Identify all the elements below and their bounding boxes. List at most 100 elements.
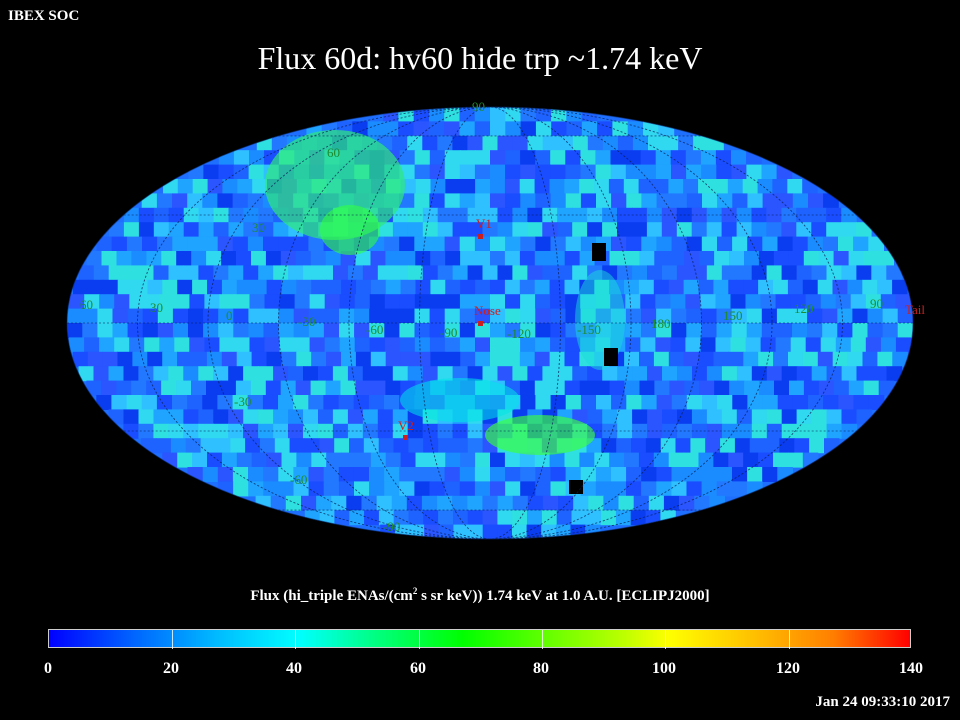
flux-pixel bbox=[751, 423, 768, 439]
flux-pixel bbox=[385, 279, 402, 295]
flux-pixel bbox=[706, 366, 723, 382]
flux-pixel bbox=[670, 337, 686, 353]
flux-pixel bbox=[686, 308, 702, 324]
flux-pixel bbox=[662, 409, 678, 425]
flux-pixel bbox=[713, 351, 729, 367]
flux-pixel bbox=[892, 279, 908, 295]
flux-pixel bbox=[218, 164, 235, 180]
flux-pixel bbox=[706, 207, 723, 223]
flux-pixel bbox=[715, 150, 732, 166]
flux-pixel bbox=[520, 337, 536, 353]
flux-pixel bbox=[612, 121, 629, 137]
flux-pixel bbox=[624, 452, 640, 468]
flux-pixel bbox=[601, 510, 617, 526]
flux-pixel bbox=[444, 107, 461, 122]
flux-pixel bbox=[656, 323, 672, 338]
flux-pixel bbox=[826, 265, 843, 281]
flux-pixel bbox=[82, 323, 98, 338]
flux-pixel bbox=[248, 164, 265, 180]
flux-pixel bbox=[520, 107, 537, 122]
flux-pixel bbox=[474, 107, 491, 122]
flux-pixel bbox=[323, 323, 340, 338]
flux-pixel bbox=[519, 179, 536, 194]
flux-pixel bbox=[542, 135, 559, 151]
colorbar-tick bbox=[295, 630, 296, 649]
flux-pixel bbox=[586, 510, 602, 526]
flux-pixel bbox=[729, 251, 745, 266]
flux-pixel bbox=[611, 236, 627, 252]
flux-pixel bbox=[467, 510, 484, 526]
flux-pixel bbox=[580, 150, 597, 166]
flux-pixel bbox=[399, 150, 416, 166]
flux-pixel bbox=[850, 337, 867, 353]
flux-pixel bbox=[474, 121, 491, 137]
flux-pixel bbox=[296, 279, 312, 295]
flux-pixel bbox=[731, 164, 748, 180]
flux-pixel bbox=[811, 409, 828, 425]
flux-pixel bbox=[541, 510, 558, 526]
flux-pixel bbox=[323, 308, 340, 324]
flux-pixel bbox=[370, 452, 387, 468]
flux-pixel bbox=[671, 164, 687, 180]
flux-pixel bbox=[168, 222, 185, 238]
flux-pixel bbox=[183, 423, 199, 439]
flux-pixel bbox=[609, 380, 626, 396]
flux-pixel bbox=[235, 380, 252, 396]
flux-pixel bbox=[625, 150, 642, 166]
flux-pixel bbox=[764, 438, 780, 454]
flux-pixel bbox=[131, 251, 147, 266]
flux-pixel bbox=[856, 409, 873, 425]
flux-pixel bbox=[249, 294, 266, 310]
flux-pixel bbox=[384, 323, 400, 338]
lon-label-1: 30 bbox=[150, 300, 163, 315]
flux-pixel bbox=[759, 380, 775, 396]
flux-pixel bbox=[761, 323, 778, 338]
flux-pixel bbox=[609, 251, 625, 266]
flux-pixel bbox=[708, 135, 724, 151]
flux-pixel bbox=[258, 366, 274, 382]
flux-pixel bbox=[127, 308, 144, 324]
flux-pixel bbox=[653, 279, 670, 295]
flux-pixel bbox=[474, 481, 491, 497]
flux-pixel bbox=[177, 279, 193, 295]
flux-pixel bbox=[482, 524, 498, 539]
flux-pixel bbox=[602, 423, 618, 439]
flux-pixel bbox=[766, 423, 783, 439]
flux-pixel bbox=[96, 236, 113, 252]
flux-pixel bbox=[706, 423, 723, 439]
flux-pixel bbox=[730, 294, 747, 310]
flux-pixel bbox=[678, 135, 694, 151]
flux-pixel bbox=[452, 265, 469, 281]
marker-v2-dot bbox=[403, 435, 408, 440]
flux-pixel bbox=[258, 409, 274, 425]
flux-pixel bbox=[610, 481, 627, 497]
flux-pixel bbox=[159, 294, 175, 310]
flux-pixel bbox=[638, 279, 655, 295]
flux-pixel bbox=[245, 438, 261, 454]
flux-pixel bbox=[602, 222, 618, 238]
map-title: Flux 60d: hv60 hide trp ~1.74 keV bbox=[257, 40, 703, 76]
flux-pixel bbox=[144, 337, 160, 353]
flux-pixel bbox=[72, 351, 89, 367]
flux-pixel bbox=[296, 452, 312, 468]
flux-pixel bbox=[459, 323, 476, 338]
flux-pixel bbox=[482, 265, 499, 281]
flux-pixel bbox=[550, 467, 567, 482]
flux-pixel bbox=[746, 323, 763, 338]
flux-pixel bbox=[693, 135, 709, 151]
flux-pixel bbox=[273, 366, 289, 382]
flux-pixel bbox=[751, 222, 767, 238]
flux-pixel bbox=[467, 222, 484, 238]
colorbar-tick-label: 40 bbox=[286, 660, 302, 677]
flux-pixel bbox=[609, 452, 625, 468]
flux-pixel bbox=[807, 323, 823, 338]
flux-pixel bbox=[832, 351, 849, 367]
flux-pixel bbox=[309, 337, 326, 353]
flux-pixel bbox=[311, 452, 327, 468]
flux-pixel bbox=[369, 467, 385, 482]
flux-pixel bbox=[126, 236, 143, 252]
flux-pixel bbox=[686, 164, 702, 180]
flux-pixel bbox=[192, 351, 208, 367]
flux-pixel bbox=[482, 510, 498, 526]
flux-pixel bbox=[156, 193, 173, 209]
